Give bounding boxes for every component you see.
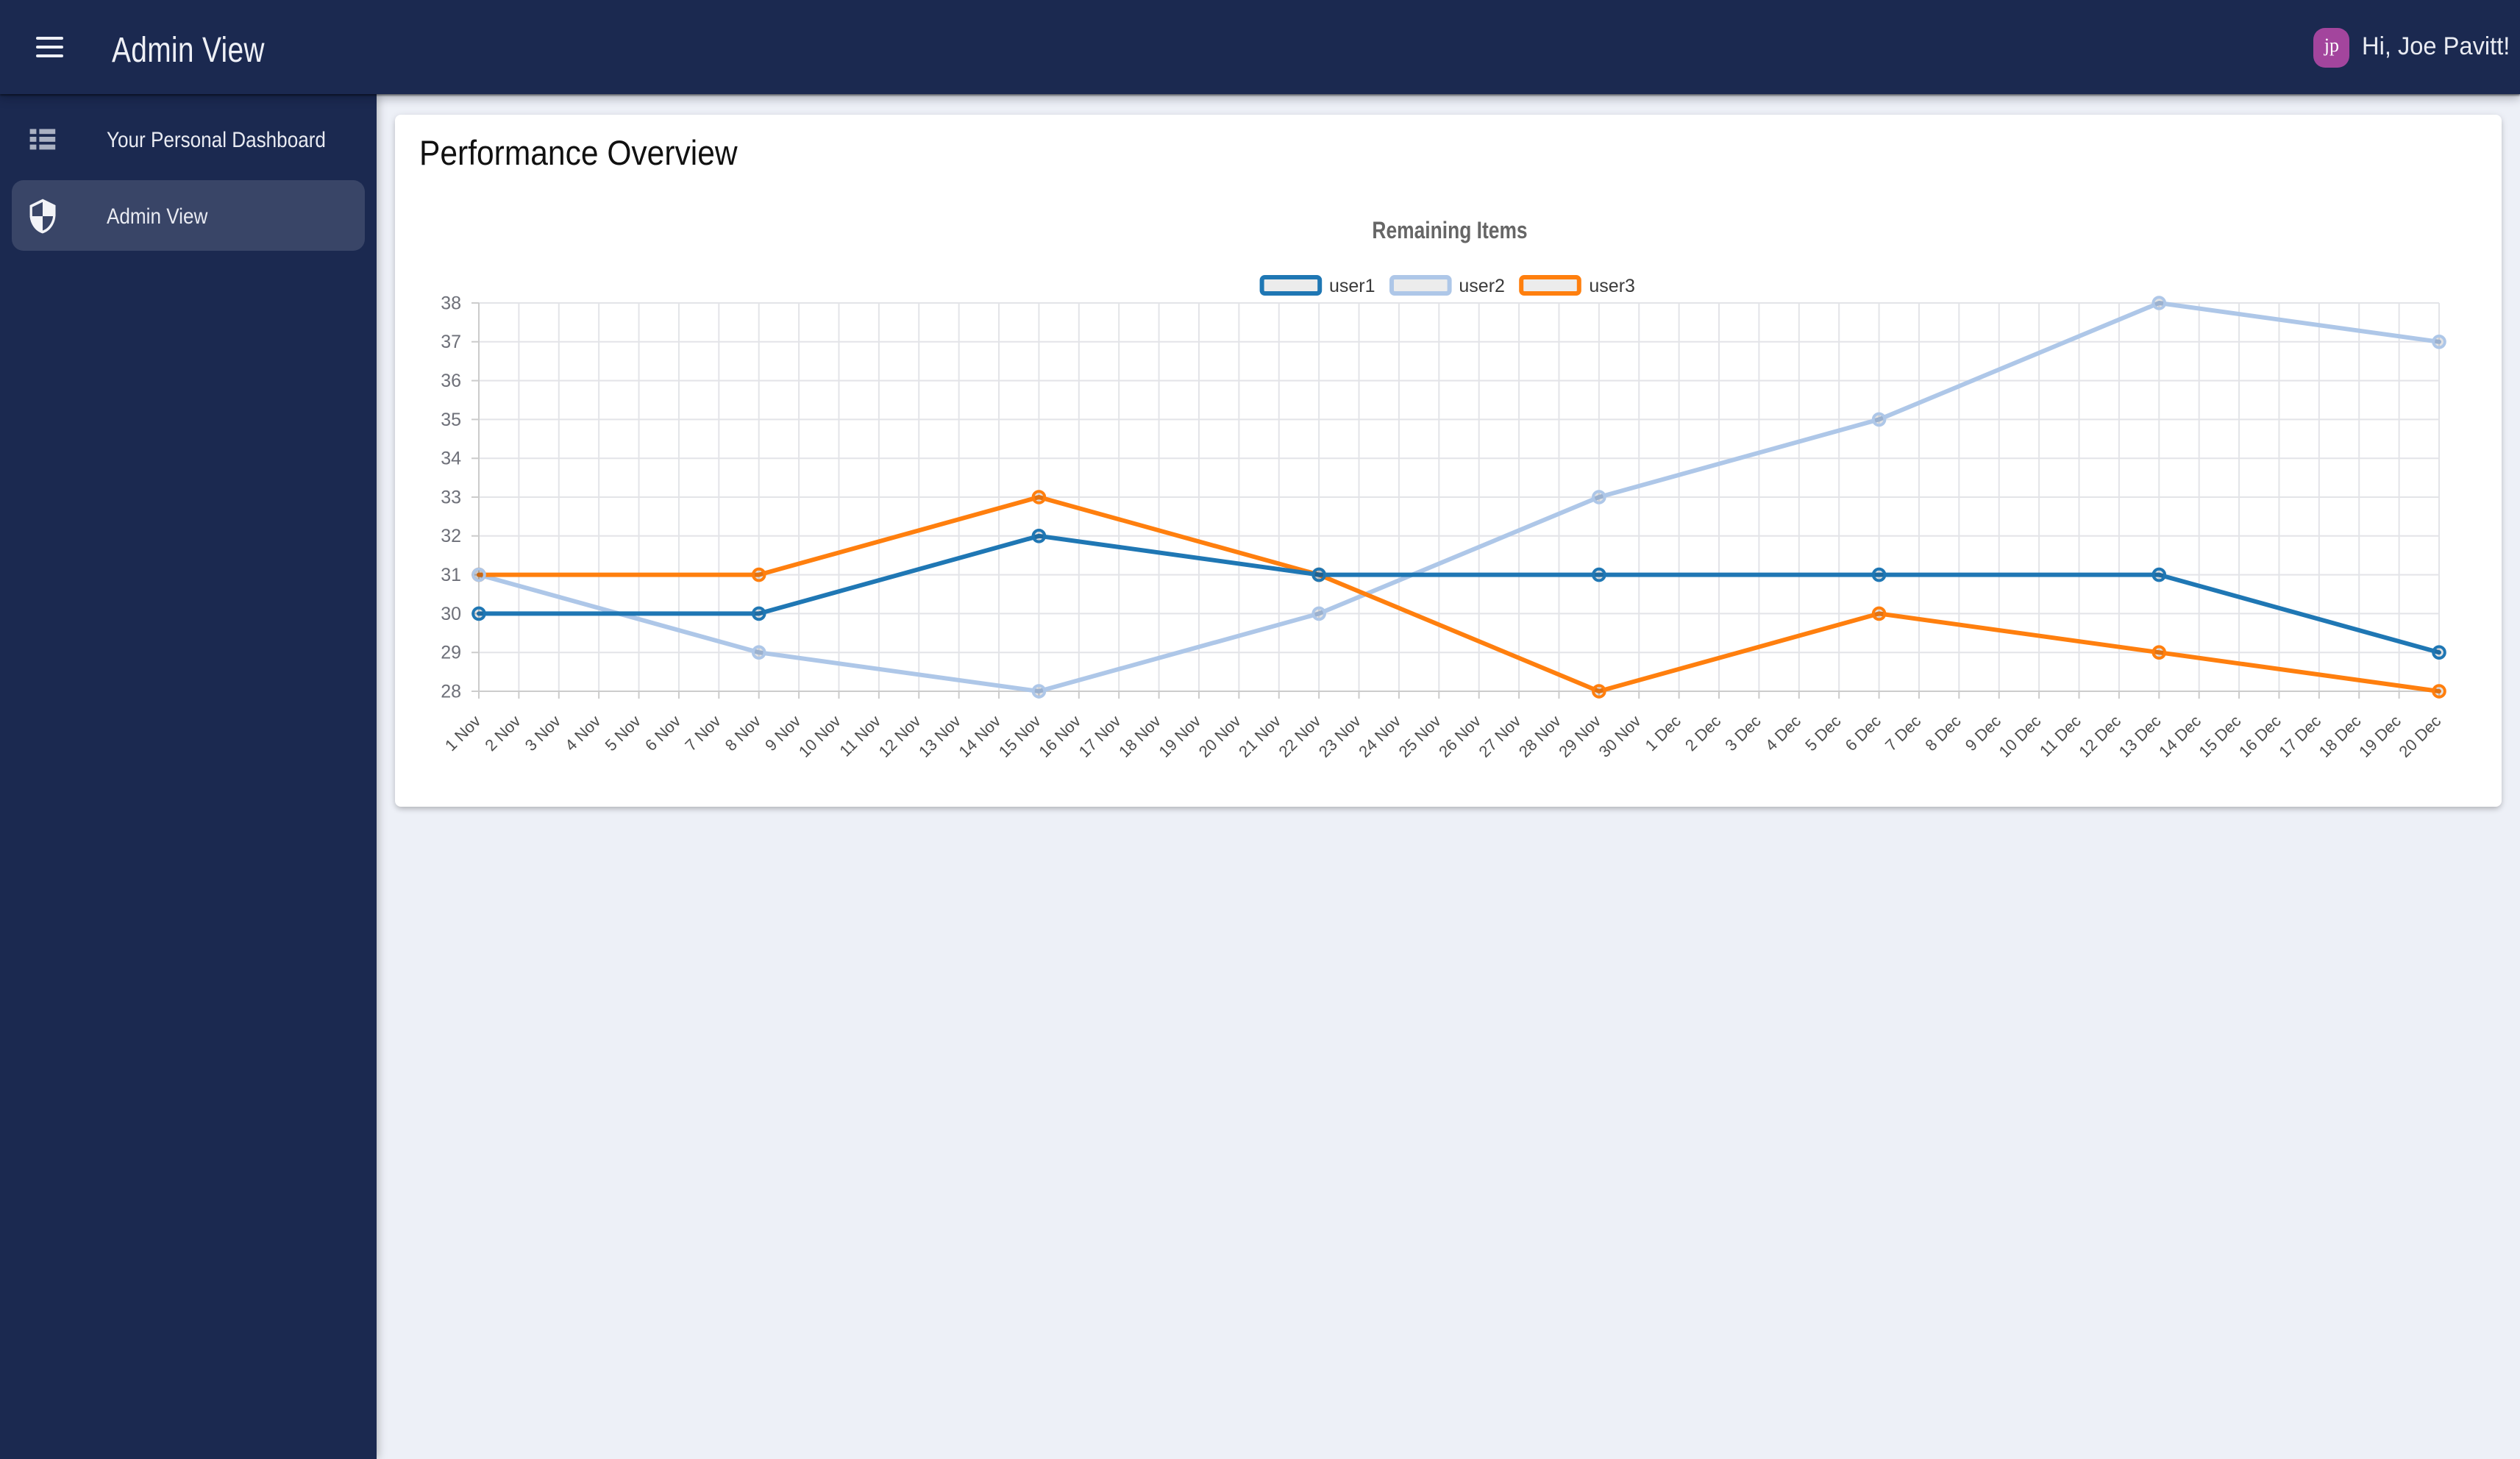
- svg-text:35: 35: [441, 410, 461, 430]
- svg-text:15 Nov: 15 Nov: [995, 712, 1044, 761]
- svg-text:6 Dec: 6 Dec: [1842, 712, 1884, 755]
- svg-text:21 Nov: 21 Nov: [1235, 712, 1284, 761]
- svg-text:37: 37: [441, 332, 461, 352]
- svg-text:3 Dec: 3 Dec: [1721, 712, 1764, 755]
- svg-text:12 Dec: 12 Dec: [2075, 712, 2124, 761]
- svg-text:19 Nov: 19 Nov: [1155, 712, 1204, 761]
- svg-text:26 Nov: 26 Nov: [1435, 712, 1484, 761]
- svg-text:32: 32: [441, 526, 461, 546]
- svg-text:30 Nov: 30 Nov: [1595, 712, 1645, 761]
- svg-text:1 Nov: 1 Nov: [441, 712, 484, 755]
- svg-text:34: 34: [441, 449, 461, 469]
- svg-text:23 Nov: 23 Nov: [1315, 712, 1364, 761]
- svg-text:18 Dec: 18 Dec: [2316, 712, 2365, 761]
- svg-text:33: 33: [441, 487, 461, 507]
- svg-text:user1: user1: [1329, 276, 1375, 296]
- svg-text:22 Nov: 22 Nov: [1275, 712, 1324, 761]
- svg-text:4 Dec: 4 Dec: [1762, 712, 1804, 755]
- svg-text:12 Nov: 12 Nov: [875, 712, 925, 761]
- svg-text:29: 29: [441, 643, 461, 663]
- svg-text:16 Dec: 16 Dec: [2235, 712, 2285, 761]
- svg-text:2 Dec: 2 Dec: [1681, 712, 1724, 755]
- svg-text:3 Nov: 3 Nov: [522, 712, 564, 755]
- svg-text:14 Nov: 14 Nov: [955, 712, 1004, 761]
- svg-text:27 Nov: 27 Nov: [1475, 712, 1524, 761]
- svg-text:user3: user3: [1589, 276, 1635, 296]
- svg-text:2 Nov: 2 Nov: [481, 712, 524, 755]
- svg-text:Remaining Items: Remaining Items: [1372, 218, 1527, 244]
- svg-text:10 Nov: 10 Nov: [795, 712, 844, 761]
- svg-text:11 Dec: 11 Dec: [2036, 712, 2085, 760]
- svg-text:31: 31: [441, 565, 461, 585]
- svg-text:17 Nov: 17 Nov: [1075, 712, 1125, 761]
- svg-text:25 Nov: 25 Nov: [1395, 712, 1445, 761]
- svg-text:29 Nov: 29 Nov: [1555, 712, 1604, 761]
- svg-text:30: 30: [441, 604, 461, 624]
- svg-text:38: 38: [441, 293, 461, 313]
- svg-text:8 Nov: 8 Nov: [722, 712, 764, 755]
- svg-text:5 Nov: 5 Nov: [602, 712, 644, 755]
- svg-text:28 Nov: 28 Nov: [1515, 712, 1565, 761]
- svg-text:20 Nov: 20 Nov: [1195, 712, 1245, 761]
- svg-text:24 Nov: 24 Nov: [1355, 712, 1404, 761]
- svg-text:4 Nov: 4 Nov: [561, 712, 604, 755]
- svg-text:36: 36: [441, 371, 461, 391]
- svg-text:19 Dec: 19 Dec: [2355, 712, 2405, 761]
- svg-text:8 Dec: 8 Dec: [1921, 712, 1964, 755]
- svg-text:20 Dec: 20 Dec: [2395, 712, 2444, 761]
- svg-text:7 Dec: 7 Dec: [1882, 712, 1924, 755]
- svg-text:10 Dec: 10 Dec: [1995, 712, 2044, 761]
- svg-text:13 Nov: 13 Nov: [915, 712, 964, 761]
- svg-text:7 Nov: 7 Nov: [681, 712, 724, 755]
- svg-text:18 Nov: 18 Nov: [1115, 712, 1164, 761]
- svg-text:17 Dec: 17 Dec: [2275, 712, 2324, 761]
- svg-text:1 Dec: 1 Dec: [1642, 712, 1684, 755]
- svg-text:16 Nov: 16 Nov: [1035, 712, 1084, 761]
- svg-text:13 Dec: 13 Dec: [2115, 712, 2165, 761]
- svg-text:28: 28: [441, 681, 461, 702]
- svg-text:11 Nov: 11 Nov: [836, 712, 884, 760]
- svg-text:15 Dec: 15 Dec: [2195, 712, 2244, 761]
- svg-text:user2: user2: [1459, 276, 1505, 296]
- svg-text:6 Nov: 6 Nov: [641, 712, 684, 755]
- svg-text:5 Dec: 5 Dec: [1801, 712, 1844, 755]
- svg-text:14 Dec: 14 Dec: [2155, 712, 2204, 761]
